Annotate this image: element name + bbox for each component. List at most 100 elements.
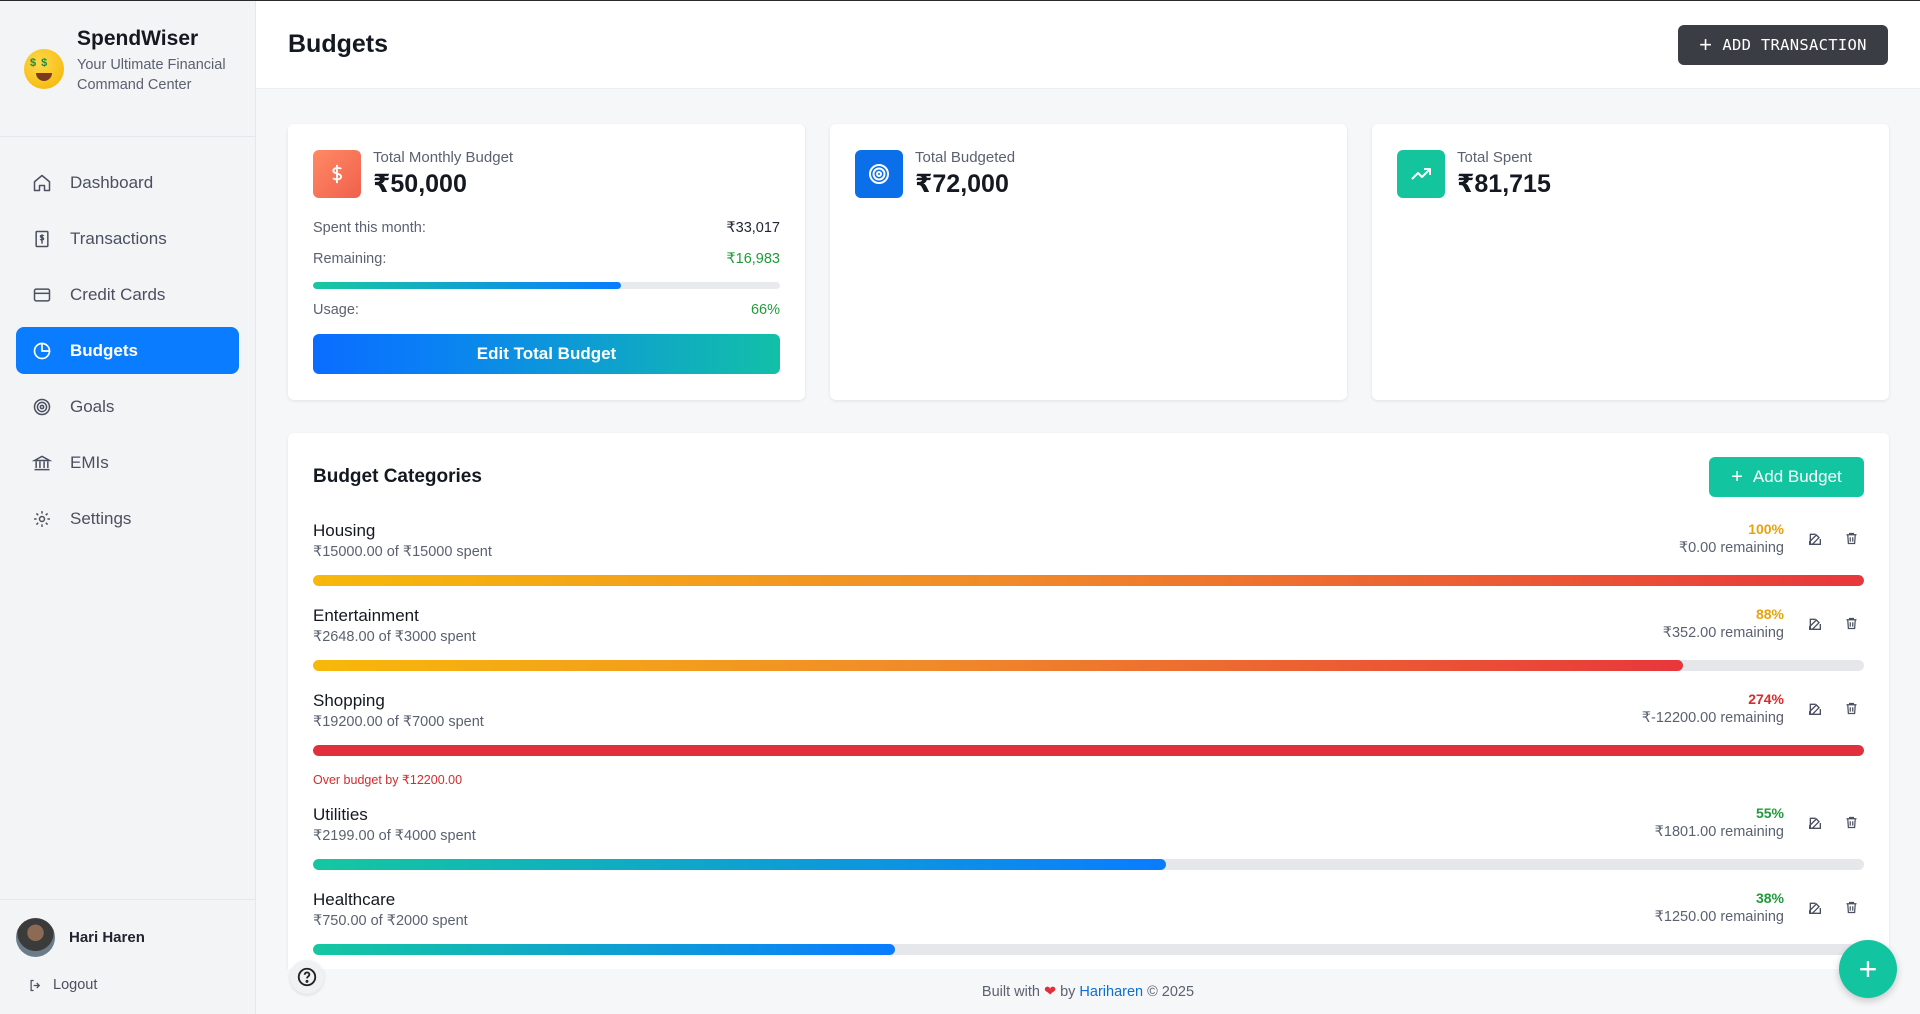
page-title: Budgets (288, 30, 388, 58)
add-transaction-button[interactable]: + ADD TRANSACTION (1678, 24, 1888, 65)
budget-category-row: Entertainment ₹2648.00 of ₹3000 spent 88… (313, 606, 1864, 671)
sidebar-item-label: EMIs (70, 452, 109, 472)
sidebar-item-budgets[interactable]: Budgets (16, 327, 239, 374)
category-progress-fill (313, 660, 1683, 671)
add-transaction-label: ADD TRANSACTION (1722, 35, 1867, 54)
user-name: Hari Haren (69, 929, 145, 946)
budget-category-row: Shopping ₹19200.00 of ₹7000 spent 274% ₹… (313, 691, 1864, 787)
sidebar-item-label: Budgets (70, 340, 138, 360)
footer-prefix: Built with (981, 983, 1040, 1000)
brand: SpendWiser Your Ultimate Financial Comma… (0, 1, 255, 137)
usage-progress-bar (313, 282, 780, 289)
plus-icon: + (1858, 950, 1878, 987)
receipt-dollar-icon (31, 228, 53, 250)
category-name: Entertainment (313, 606, 419, 625)
card-value: ₹72,000 (915, 170, 1009, 198)
usage-value: 66% (750, 302, 780, 318)
brand-name: SpendWiser (77, 27, 199, 50)
category-progress-fill (313, 859, 1167, 870)
sidebar-item-transactions[interactable]: Transactions (16, 215, 239, 262)
sidebar-nav: Dashboard Transactions Credit Cards Budg… (0, 137, 255, 542)
edit-icon[interactable] (1802, 526, 1828, 552)
budget-category-row: Housing ₹15000.00 of ₹15000 spent 100% ₹… (313, 521, 1864, 586)
category-progress-bar (313, 944, 1864, 955)
budget-categories-panel: Budget Categories + Add Budget Housing ₹… (288, 433, 1889, 973)
category-spent: ₹15000.00 of ₹15000 spent (313, 544, 492, 560)
plus-icon: + (1699, 31, 1713, 57)
logout-button[interactable]: Logout (0, 957, 256, 993)
add-budget-button[interactable]: + Add Budget (1709, 457, 1864, 497)
category-progress-fill (313, 745, 1864, 756)
category-percent: 38% (1755, 890, 1784, 906)
total-spent-card: Total Spent ₹81,715 (1372, 124, 1889, 400)
usage-row: Usage: 66% (313, 302, 780, 318)
edit-icon[interactable] (1802, 696, 1828, 722)
author-link[interactable]: Hariharen (1079, 983, 1144, 1000)
trending-up-icon (1397, 150, 1445, 198)
sidebar-item-goals[interactable]: Goals (16, 383, 239, 430)
help-button[interactable] (290, 960, 324, 994)
trash-icon[interactable] (1838, 810, 1864, 836)
remaining-value: ₹16,983 (726, 251, 780, 267)
plus-icon: + (1731, 465, 1743, 488)
edit-icon[interactable] (1802, 810, 1828, 836)
category-remaining: ₹0.00 remaining (1678, 540, 1784, 556)
sidebar-item-label: Dashboard (70, 172, 154, 192)
target-icon (31, 396, 53, 418)
category-spent: ₹19200.00 of ₹7000 spent (313, 714, 484, 730)
card-value: ₹81,715 (1457, 170, 1551, 198)
sidebar-item-label: Goals (70, 396, 115, 416)
category-progress-bar (313, 745, 1864, 756)
add-budget-label: Add Budget (1752, 467, 1842, 486)
total-budgeted-card: Total Budgeted ₹72,000 (830, 124, 1347, 400)
help-icon (297, 967, 317, 987)
bank-icon (31, 452, 53, 474)
edit-icon[interactable] (1802, 611, 1828, 637)
trash-icon[interactable] (1838, 526, 1864, 552)
category-percent: 88% (1755, 606, 1784, 622)
dollar-icon (313, 150, 361, 198)
over-budget-warning: Over budget by ₹12200.00 (313, 773, 463, 787)
monthly-budget-card: Total Monthly Budget ₹50,000 Spent this … (288, 124, 805, 400)
credit-card-icon (31, 284, 53, 306)
category-progress-bar (313, 859, 1864, 870)
page-header: Budgets + ADD TRANSACTION (256, 1, 1920, 89)
category-name: Housing (313, 521, 376, 540)
category-percent: 100% (1748, 521, 1784, 537)
card-value: ₹50,000 (373, 170, 467, 198)
heart-icon: ❤ (1043, 983, 1057, 1000)
sidebar-item-emis[interactable]: EMIs (16, 439, 239, 486)
remaining-label: Remaining: (313, 251, 387, 267)
category-remaining: ₹-12200.00 remaining (1641, 710, 1784, 726)
trash-icon[interactable] (1838, 895, 1864, 921)
brand-tagline: Your Ultimate Financial Command Center (77, 57, 226, 93)
spent-row: Spent this month: ₹33,017 (313, 220, 780, 236)
money-face-logo-icon (24, 49, 64, 89)
pie-chart-icon (31, 340, 53, 362)
category-percent: 274% (1748, 691, 1784, 707)
trash-icon[interactable] (1838, 696, 1864, 722)
card-label: Total Monthly Budget (373, 149, 514, 166)
logout-icon (30, 979, 41, 991)
category-progress-bar (313, 660, 1864, 671)
sidebar-item-dashboard[interactable]: Dashboard (16, 159, 239, 206)
spent-label: Spent this month: (313, 220, 426, 236)
floating-add-button[interactable]: + (1839, 940, 1897, 998)
category-name: Shopping (313, 691, 385, 710)
card-label: Total Budgeted (915, 149, 1016, 166)
category-progress-fill (313, 575, 1864, 586)
summary-cards: Total Monthly Budget ₹50,000 Spent this … (288, 124, 1889, 400)
trash-icon[interactable] (1838, 611, 1864, 637)
gear-icon (31, 508, 53, 530)
sidebar: SpendWiser Your Ultimate Financial Comma… (0, 1, 256, 1014)
category-spent: ₹2648.00 of ₹3000 spent (313, 629, 476, 645)
category-remaining: ₹352.00 remaining (1662, 625, 1784, 641)
avatar (16, 918, 55, 957)
edit-total-budget-button[interactable]: Edit Total Budget (313, 334, 780, 374)
sidebar-item-settings[interactable]: Settings (16, 495, 239, 542)
edit-icon[interactable] (1802, 895, 1828, 921)
home-icon (31, 172, 53, 194)
footer-copyright: © 2025 (1147, 983, 1195, 1000)
sidebar-item-credit-cards[interactable]: Credit Cards (16, 271, 239, 318)
user-profile[interactable]: Hari Haren (0, 900, 256, 957)
